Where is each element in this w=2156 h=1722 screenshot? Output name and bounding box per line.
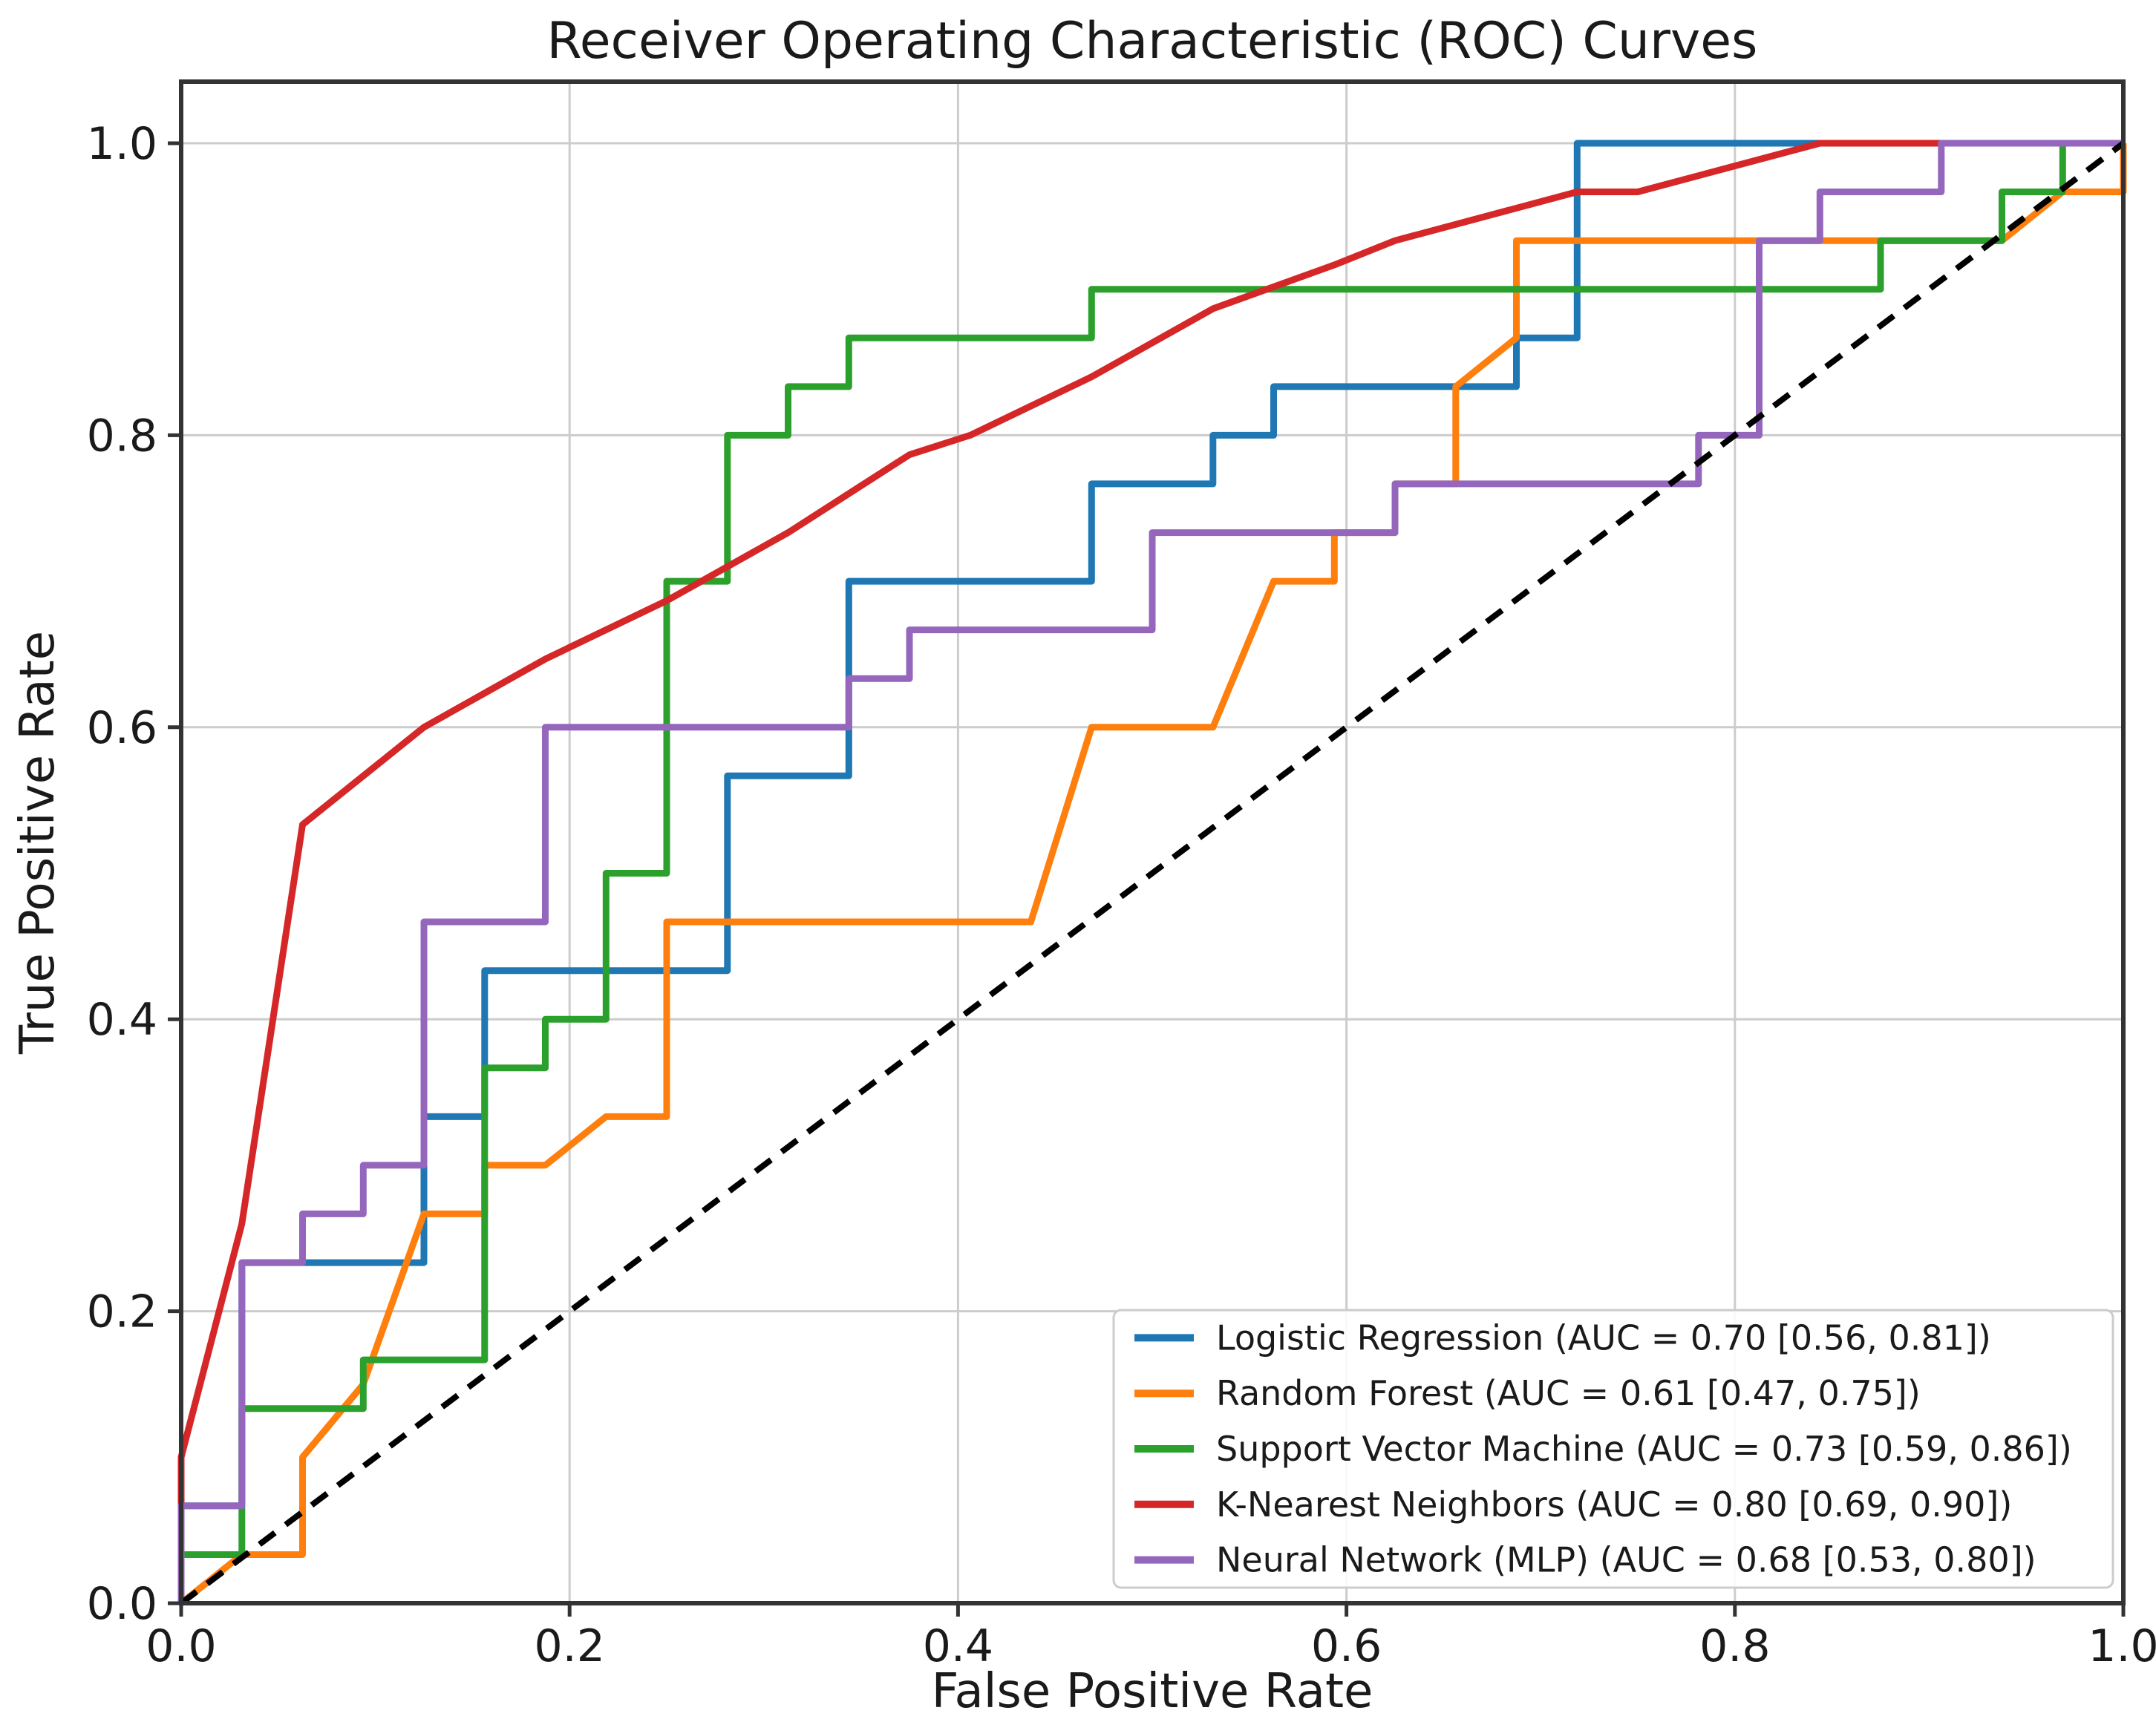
x-axis-label: False Positive Rate bbox=[932, 1664, 1373, 1719]
legend-item: Support Vector Machine (AUC = 0.73 [0.59… bbox=[1134, 1429, 2072, 1469]
curve-layer bbox=[177, 140, 2127, 1606]
legend-item: Neural Network (MLP) (AUC = 0.68 [0.53, … bbox=[1134, 1540, 2036, 1580]
x-tick-label: 0.2 bbox=[534, 1620, 604, 1672]
roc-curve-logistic-regression bbox=[177, 140, 2123, 1603]
y-tick-label: 0.2 bbox=[87, 1286, 157, 1338]
legend-item-label: Support Vector Machine (AUC = 0.73 [0.59… bbox=[1216, 1429, 2072, 1469]
legend-item-label: K-Nearest Neighbors (AUC = 0.80 [0.69, 0… bbox=[1216, 1484, 2012, 1525]
legend-box bbox=[1112, 1309, 2114, 1589]
x-tick-label: 1.0 bbox=[2088, 1620, 2156, 1672]
roc-curve-k-nearest-neighbors bbox=[177, 140, 2123, 1603]
y-tick-label: 0.6 bbox=[87, 702, 157, 754]
roc-curve-neural-network-mlp- bbox=[177, 140, 2123, 1603]
chance-diagonal bbox=[179, 140, 2126, 1606]
legend: Logistic Regression (AUC = 0.70 [0.56, 0… bbox=[1112, 1309, 2114, 1589]
roc-curve-support-vector-machine bbox=[177, 140, 2123, 1603]
legend-item-label: Neural Network (MLP) (AUC = 0.68 [0.53, … bbox=[1216, 1540, 2036, 1580]
x-tick-label: 0.4 bbox=[923, 1620, 993, 1672]
x-tick-label: 0.0 bbox=[146, 1620, 216, 1672]
legend-item: K-Nearest Neighbors (AUC = 0.80 [0.69, 0… bbox=[1134, 1484, 2012, 1525]
legend-item: Random Forest (AUC = 0.61 [0.47, 0.75]) bbox=[1134, 1373, 1921, 1413]
y-tick-label: 0.8 bbox=[87, 410, 157, 462]
x-tick-label: 0.6 bbox=[1311, 1620, 1382, 1672]
axes-spines bbox=[179, 79, 2126, 1605]
chart-title: Receiver Operating Characteristic (ROC) … bbox=[547, 12, 1758, 71]
legend-item: Logistic Regression (AUC = 0.70 [0.56, 0… bbox=[1134, 1317, 1991, 1358]
y-axis-label: True Positive Rate bbox=[10, 631, 65, 1055]
legend-item-label: Logistic Regression (AUC = 0.70 [0.56, 0… bbox=[1216, 1317, 1991, 1358]
x-tick-label: 0.8 bbox=[1699, 1620, 1770, 1672]
y-tick-label: 1.0 bbox=[87, 118, 157, 170]
legend-item-label: Random Forest (AUC = 0.61 [0.47, 0.75]) bbox=[1216, 1373, 1921, 1413]
y-tick-label: 0.4 bbox=[87, 994, 157, 1046]
tick-layer: 0.0 0.2 0.4 0.6 0.8 1.0 0.0 0.2 0.4 0.6 0.8 1.0 bbox=[87, 118, 2156, 1672]
plot-border bbox=[179, 79, 2126, 1605]
y-tick-label: 0.0 bbox=[87, 1578, 157, 1630]
